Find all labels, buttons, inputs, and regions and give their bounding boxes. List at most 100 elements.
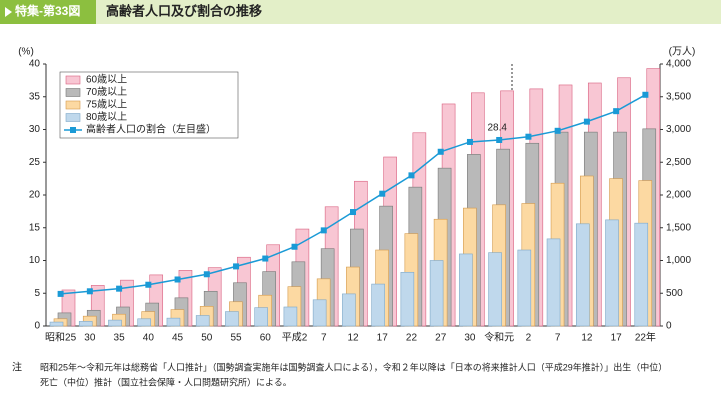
note-mark: 注 bbox=[12, 361, 22, 374]
line-marker bbox=[233, 263, 240, 270]
y-tick-label: 5 bbox=[34, 288, 40, 299]
line-marker bbox=[203, 271, 210, 278]
bar bbox=[195, 315, 210, 327]
y-tick-label: 15 bbox=[29, 222, 41, 233]
x-tick-label: 2 bbox=[526, 333, 532, 344]
line-marker bbox=[466, 138, 473, 145]
y2-tick-label: 1,500 bbox=[666, 222, 691, 233]
x-tick-label: 40 bbox=[143, 333, 155, 344]
x-tick-label: 60 bbox=[260, 333, 272, 344]
line-marker bbox=[525, 133, 532, 140]
line-marker bbox=[350, 209, 356, 216]
legend-label: 80歳以上 bbox=[86, 111, 127, 123]
y2-tick-label: 2,000 bbox=[666, 190, 691, 201]
bar bbox=[166, 317, 181, 327]
line-marker bbox=[86, 288, 93, 295]
x-tick-label: 30 bbox=[464, 333, 476, 344]
x-tick-label: 12 bbox=[581, 333, 593, 344]
bar bbox=[312, 299, 327, 327]
line-marker bbox=[642, 91, 649, 98]
x-tick-label: 7 bbox=[555, 333, 561, 344]
line-marker bbox=[496, 136, 503, 143]
line-marker bbox=[408, 172, 415, 179]
bar bbox=[459, 253, 473, 327]
line-marker bbox=[583, 118, 590, 125]
x-tick-label: 7 bbox=[321, 333, 327, 344]
y2-tick-label: 0 bbox=[666, 321, 672, 332]
y-tick-label: 30 bbox=[29, 124, 41, 135]
x-tick-label: 17 bbox=[377, 333, 389, 344]
header-title: 高齢者人口及び割合の推移 bbox=[106, 3, 262, 18]
line-marker bbox=[262, 255, 269, 262]
legend-label: 60歳以上 bbox=[86, 74, 127, 86]
line-marker bbox=[145, 281, 152, 288]
bar bbox=[575, 223, 590, 327]
header-band bbox=[0, 0, 721, 24]
y-tick-label: 10 bbox=[29, 255, 41, 266]
legend-box bbox=[59, 71, 239, 139]
x-tick-label: 令和元 bbox=[484, 331, 514, 344]
bar bbox=[400, 271, 415, 327]
line-marker bbox=[57, 290, 64, 297]
bar bbox=[137, 318, 152, 327]
header-label-box bbox=[0, 0, 96, 24]
x-tick-label: 45 bbox=[172, 333, 184, 344]
x-tick-label: 55 bbox=[230, 333, 242, 344]
legend-label: 高齢者人口の割合（左目盛） bbox=[86, 123, 216, 136]
y-tick-label: 0 bbox=[34, 321, 40, 332]
bar bbox=[488, 252, 502, 327]
legend-swatch bbox=[65, 100, 81, 110]
bar bbox=[634, 222, 649, 327]
bar bbox=[108, 319, 122, 327]
legend-swatch bbox=[65, 113, 81, 122]
bar bbox=[49, 321, 64, 327]
data-label: 28.4 bbox=[487, 123, 507, 134]
legend-label: 70歳以上 bbox=[86, 86, 127, 98]
y-tick-label: 35 bbox=[29, 91, 41, 102]
bar bbox=[283, 306, 298, 327]
legend-swatch bbox=[70, 127, 76, 133]
x-tick-label: 平成2 bbox=[282, 332, 308, 344]
x-tick-label: 30 bbox=[84, 333, 96, 344]
line-marker bbox=[291, 243, 298, 250]
note-line: 死亡（中位）推計（国立社会保障・人口問題研究所）による。 bbox=[40, 376, 292, 387]
y2-tick-label: 3,500 bbox=[666, 91, 691, 102]
legend-swatch bbox=[65, 75, 81, 85]
header-label: 特集-第33図 bbox=[15, 3, 80, 18]
bar bbox=[342, 293, 356, 327]
bar bbox=[429, 260, 444, 327]
y2-tick-label: 500 bbox=[666, 288, 683, 299]
y-tick-label: 20 bbox=[29, 190, 41, 201]
y2-axis-unit: (万人) bbox=[669, 46, 696, 58]
y-tick-label: 40 bbox=[29, 59, 41, 70]
y2-tick-label: 3,000 bbox=[666, 124, 691, 135]
header-arrow bbox=[5, 7, 12, 17]
bar bbox=[546, 238, 561, 327]
legend-swatch bbox=[65, 88, 81, 97]
x-tick-label: 12 bbox=[347, 333, 359, 344]
x-tick-label: 22年 bbox=[635, 331, 656, 344]
note-line: 昭和25年～令和元年は総務省「人口推計」（国勢調査実施年は国勢調査人口による），… bbox=[40, 361, 667, 372]
bar bbox=[254, 307, 268, 327]
line-marker bbox=[174, 276, 181, 283]
y-tick-label: 25 bbox=[29, 157, 41, 168]
x-tick-label: 昭和25 bbox=[45, 332, 77, 344]
y2-tick-label: 2,500 bbox=[666, 157, 691, 168]
y-axis-unit: (%) bbox=[18, 47, 34, 58]
line-marker bbox=[320, 227, 327, 234]
legend-label: 75歳以上 bbox=[86, 99, 127, 111]
bar bbox=[605, 219, 619, 327]
x-tick-label: 50 bbox=[201, 333, 213, 344]
line-marker bbox=[613, 108, 620, 115]
line-marker bbox=[437, 148, 444, 155]
bar bbox=[371, 283, 385, 327]
x-tick-label: 35 bbox=[114, 333, 126, 344]
x-tick-label: 22 bbox=[406, 333, 418, 344]
line-marker bbox=[554, 127, 561, 134]
x-tick-label: 27 bbox=[435, 333, 447, 344]
bar bbox=[225, 311, 239, 327]
line-marker bbox=[379, 190, 386, 197]
line-marker bbox=[116, 285, 123, 292]
bar bbox=[78, 321, 93, 327]
